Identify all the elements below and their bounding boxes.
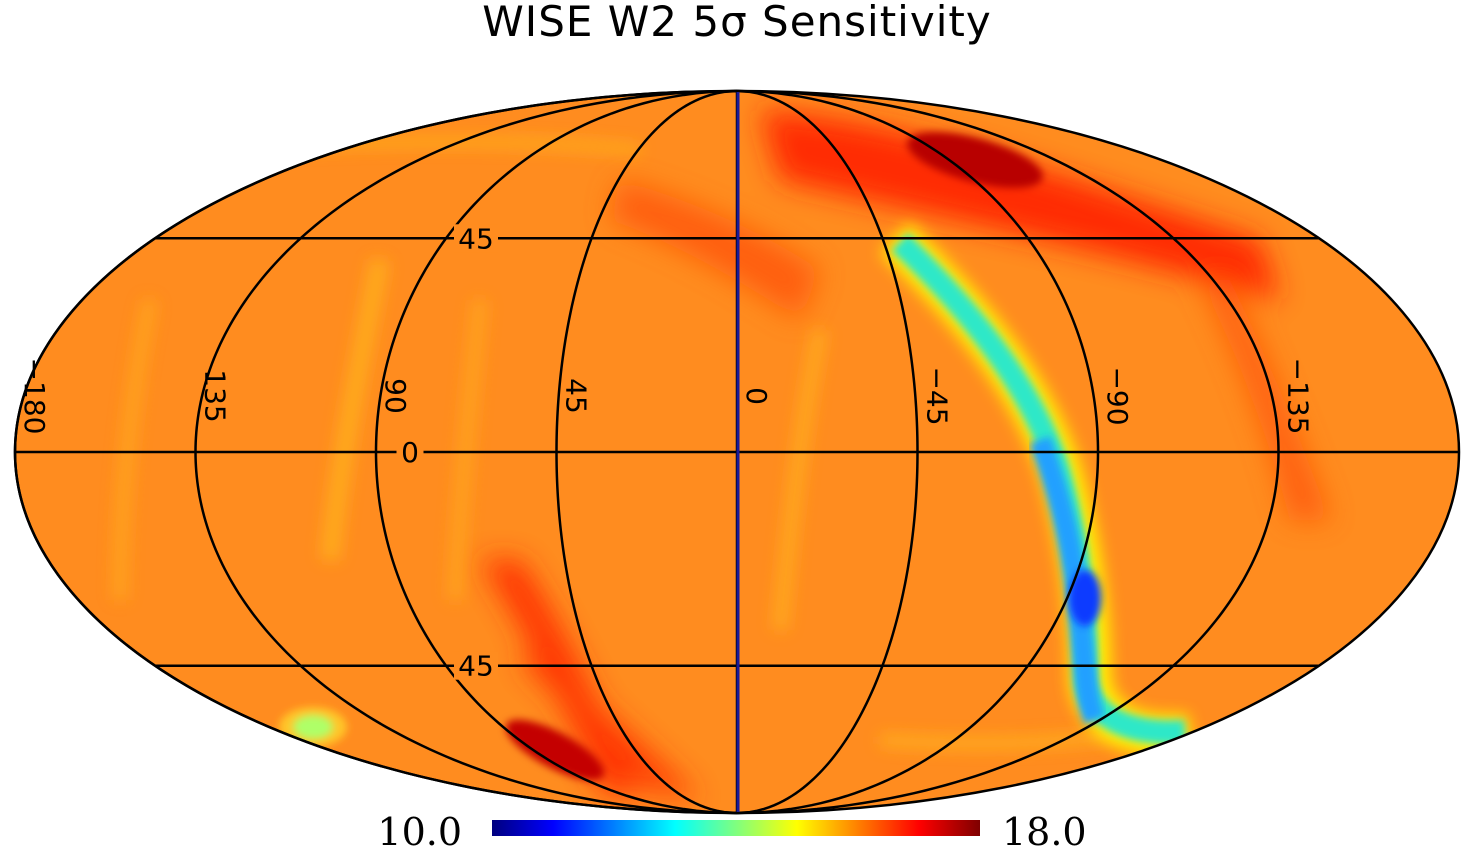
colorbar-max-label: 18.0 — [1002, 810, 1087, 849]
latitude-label-bg — [454, 651, 498, 680]
longitude-tick-label: 45 — [560, 378, 593, 414]
longitude-tick-label: −135 — [1282, 358, 1315, 435]
shallow-streaks — [113, 136, 1121, 750]
colorbar: 10.0 18.0 — [377, 810, 1086, 849]
longitude-tick-label: 90 — [379, 378, 412, 414]
latitude-tick-label: 45 — [458, 222, 494, 255]
lower-yellow-arc — [879, 729, 1121, 750]
shallow-spot — [279, 707, 347, 747]
north-deep-patch — [907, 132, 1043, 188]
yellow-streak-4 — [113, 298, 157, 601]
north-deep-region — [760, 110, 1280, 300]
south-deep-patch — [505, 719, 605, 781]
yellow-streak-3 — [773, 328, 827, 631]
yellow-streak-2 — [448, 299, 487, 601]
yellow-streak-1 — [321, 258, 389, 561]
deep-patches — [480, 110, 1330, 800]
longitude-tick-label: 0 — [740, 387, 773, 405]
east-deep-strip — [1200, 280, 1330, 520]
latitude-tick-label: 45 — [458, 650, 494, 683]
longitude-tick-label: 135 — [199, 369, 232, 422]
chart-title: WISE W2 5σ Sensitivity — [482, 0, 991, 46]
latitude-label-bg — [454, 224, 498, 253]
center-deep-band — [610, 180, 820, 320]
colorbar-gradient — [492, 820, 980, 836]
colorbar-min-label: 10.0 — [377, 810, 462, 849]
longitude-tick-label: −90 — [1101, 366, 1134, 425]
sky-map: −180 135 90 45 0 −45 −90 −135 45 0 45 — [13, 89, 1461, 815]
latitude-label-bg — [396, 438, 424, 466]
latitude-tick-label: 0 — [401, 436, 419, 469]
map-boundary — [13, 89, 1461, 815]
longitude-tick-label: −45 — [921, 366, 954, 425]
longitude-tick-label: −180 — [18, 358, 51, 435]
tick-labels: −180 135 90 45 0 −45 −90 −135 45 0 45 — [18, 222, 1315, 682]
south-center-deep — [520, 650, 700, 800]
